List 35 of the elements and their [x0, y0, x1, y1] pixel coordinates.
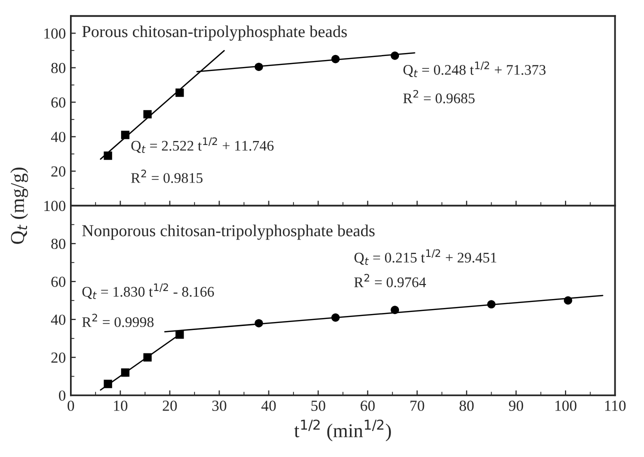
- annotation: R$^{2}$ = 0.9815: [131, 170, 203, 183]
- x-tick-label: 100: [555, 400, 576, 411]
- x-tick-label: 40: [261, 400, 276, 411]
- y-tick-label: 80: [51, 62, 66, 74]
- x-tick-label: 0: [68, 400, 74, 411]
- y-tick-label: 60: [51, 97, 66, 108]
- text: Porous chitosan-tripolyphosphate beads: [82, 25, 347, 41]
- y-tick-label: 40: [51, 132, 66, 142]
- x-tick-label: 110: [605, 400, 626, 411]
- y-tick-label: 100: [44, 28, 66, 39]
- text: Nonporous chitosan-tripolyphosphate beads: [82, 224, 375, 240]
- y-tick-label: 20: [51, 166, 66, 177]
- x-tick-label: 70: [410, 400, 424, 411]
- annotation: Q$_{t}$ = 1.830 t$^{1/2}$ - 8.166: [82, 283, 214, 299]
- x-tick-label: 60: [360, 400, 375, 411]
- x-tick-label: 30: [212, 400, 226, 411]
- annotation: R$^{2}$ = 0.9764: [354, 274, 426, 288]
- annotation: Q$_{t}$ = 0.215 t$^{1/2}$ + 29.451: [354, 249, 496, 265]
- x-tick-label: 20: [162, 400, 177, 411]
- annotation: Q$_{t}$ = 2.522 t$^{1/2}$ + 11.746: [131, 137, 274, 153]
- y-tick-label: 100: [44, 200, 66, 212]
- annotation: R$^{2}$ = 0.9685: [403, 90, 475, 104]
- annotation: R$^{2}$ = 0.9998: [82, 314, 154, 328]
- x-tick-label: 90: [508, 400, 524, 411]
- x-axis-title: t$^{1/2}$ (min$^{1/2}$): [294, 420, 391, 442]
- y-tick-label: 80: [51, 238, 66, 250]
- annotation: Q$_{t}$ = 0.248 t$^{1/2}$ + 71.373: [403, 62, 546, 78]
- y-tick-label: 40: [51, 314, 66, 325]
- y-tick-label: 0: [58, 390, 66, 401]
- y-axis-title: Q$_{t}$ (mg/g): [10, 168, 28, 244]
- x-tick-label: 50: [311, 400, 326, 411]
- x-tick-label: 80: [460, 400, 474, 411]
- y-tick-label: 60: [51, 276, 66, 287]
- y-tick-label: 20: [51, 352, 66, 363]
- x-tick-label: 10: [114, 400, 128, 411]
